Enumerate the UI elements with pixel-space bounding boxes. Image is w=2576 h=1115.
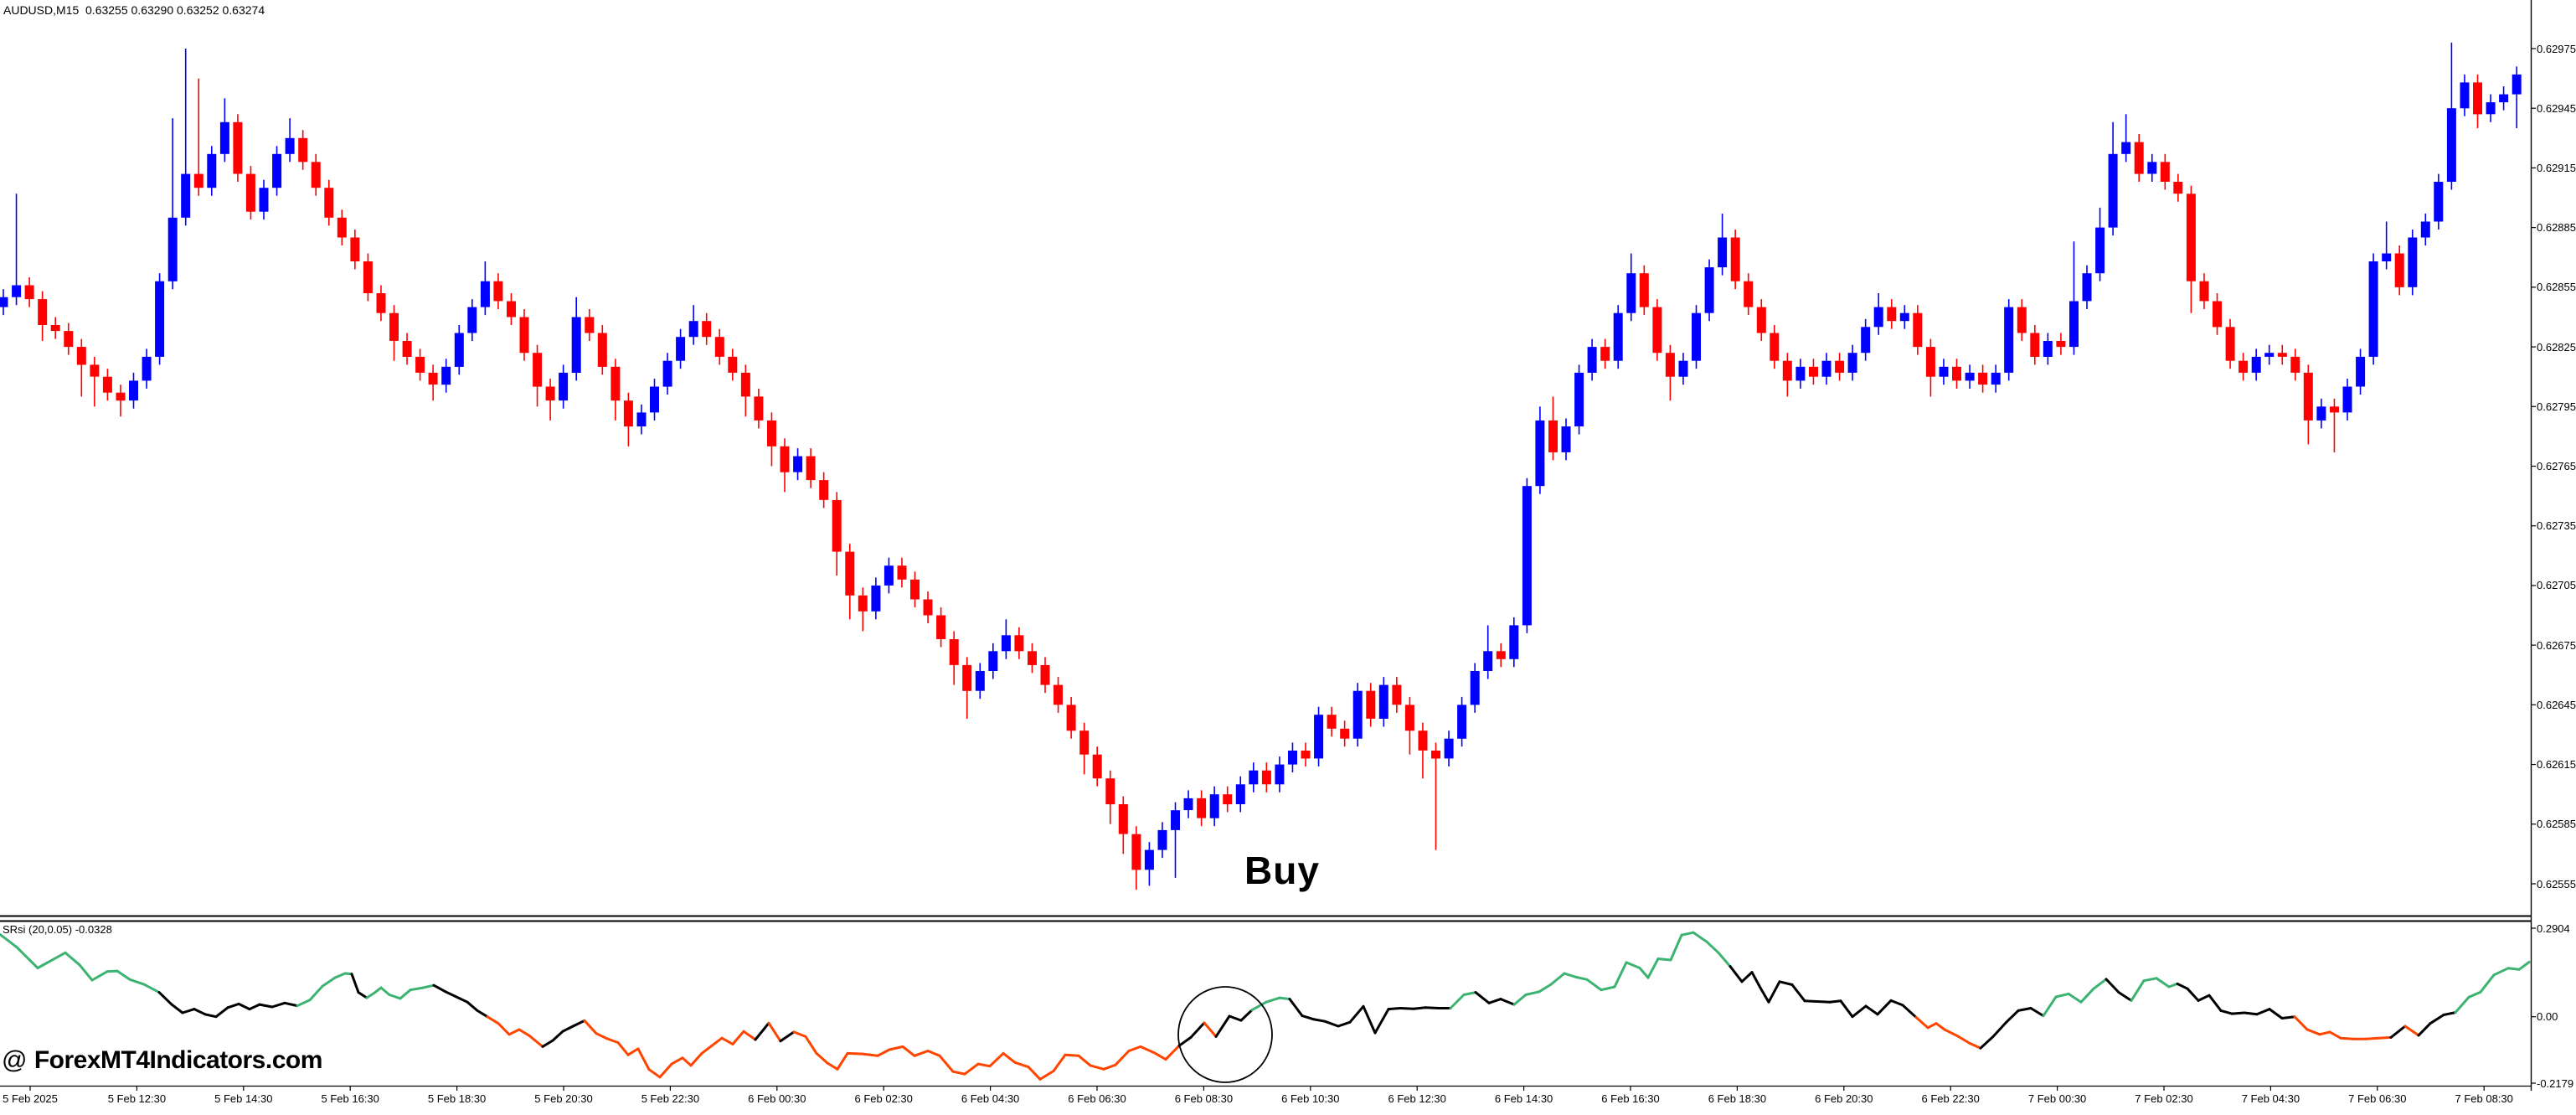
time-axis-label: 6 Feb 06:30 bbox=[1068, 1092, 1126, 1105]
candlestick-series bbox=[0, 42, 2522, 890]
time-axis-label: 5 Feb 12:30 bbox=[107, 1092, 167, 1105]
time-axis-label: 6 Feb 00:30 bbox=[748, 1092, 806, 1105]
price-axis-label: 0.62855 bbox=[2537, 281, 2576, 294]
time-axis-label: 5 Feb 16:30 bbox=[321, 1092, 379, 1105]
time-axis-label: 6 Feb 22:30 bbox=[1921, 1092, 1980, 1105]
time-axis-label: 7 Feb 08:30 bbox=[2455, 1092, 2513, 1105]
time-axis-label: 7 Feb 00:30 bbox=[2027, 1092, 2087, 1105]
chart-title: AUDUSD,M15 0.63255 0.63290 0.63252 0.632… bbox=[3, 3, 265, 17]
time-axis-label: 7 Feb 04:30 bbox=[2241, 1092, 2300, 1105]
price-axis-label: 0.62795 bbox=[2537, 400, 2576, 413]
price-axis-label: 0.62915 bbox=[2537, 161, 2576, 174]
time-axis-label: 6 Feb 02:30 bbox=[854, 1092, 913, 1105]
indicator-name-label: SRsi (20,0.05) -0.0328 bbox=[3, 923, 112, 936]
time-axis-label: 5 Feb 20:30 bbox=[534, 1092, 593, 1105]
chart-frame bbox=[0, 0, 2536, 1091]
time-axis-label: 6 Feb 08:30 bbox=[1174, 1092, 1234, 1105]
time-axis-label: 5 Feb 2025 bbox=[3, 1092, 58, 1105]
price-axis-label: 0.62825 bbox=[2537, 340, 2576, 354]
circle-annotation[interactable] bbox=[1177, 986, 1273, 1083]
price-axis-label: 0.62735 bbox=[2537, 519, 2576, 533]
price-axis-label: 0.62645 bbox=[2537, 698, 2576, 711]
time-axis-label: 6 Feb 14:30 bbox=[1494, 1092, 1553, 1105]
watermark-name: ForexMT4Indicators.com bbox=[33, 1046, 323, 1074]
srsi-indicator-line bbox=[0, 931, 2531, 1081]
indicator-axis-label: 0.00 bbox=[2537, 1010, 2558, 1024]
indicator-axis-label: -0.2179 bbox=[2537, 1076, 2574, 1090]
indicator-axis-label: 0.2904 bbox=[2537, 921, 2570, 935]
watermark: @ ForexMT4Indicators.com bbox=[2, 1046, 322, 1075]
time-axis-label: 6 Feb 18:30 bbox=[1708, 1092, 1767, 1105]
time-axis-label: 7 Feb 06:30 bbox=[2348, 1092, 2407, 1105]
time-axis-label: 5 Feb 22:30 bbox=[641, 1092, 700, 1105]
price-axis-label: 0.62615 bbox=[2537, 758, 2576, 772]
price-axis-label: 0.62945 bbox=[2537, 101, 2576, 115]
time-axis-label: 6 Feb 20:30 bbox=[1815, 1092, 1873, 1105]
price-axis-label: 0.62765 bbox=[2537, 460, 2576, 472]
watermark-at: @ bbox=[2, 1046, 28, 1074]
price-axis-label: 0.62975 bbox=[2537, 42, 2576, 55]
price-axis-label: 0.62705 bbox=[2537, 579, 2576, 592]
price-axis-label: 0.62555 bbox=[2537, 877, 2576, 890]
time-axis-label: 6 Feb 12:30 bbox=[1388, 1092, 1446, 1105]
time-axis-label: 5 Feb 18:30 bbox=[427, 1092, 487, 1105]
price-axis-label: 0.62585 bbox=[2537, 818, 2576, 831]
time-axis-label: 6 Feb 10:30 bbox=[1281, 1092, 1340, 1105]
buy-annotation[interactable]: Buy bbox=[1244, 849, 1320, 892]
price-axis-label: 0.62885 bbox=[2537, 221, 2576, 235]
time-axis-label: 6 Feb 04:30 bbox=[961, 1092, 1020, 1105]
price-axis-label: 0.62675 bbox=[2537, 638, 2576, 652]
time-axis-label: 6 Feb 16:30 bbox=[1601, 1092, 1660, 1105]
time-axis-label: 7 Feb 02:30 bbox=[2135, 1092, 2193, 1105]
time-axis-label: 5 Feb 14:30 bbox=[214, 1092, 273, 1105]
